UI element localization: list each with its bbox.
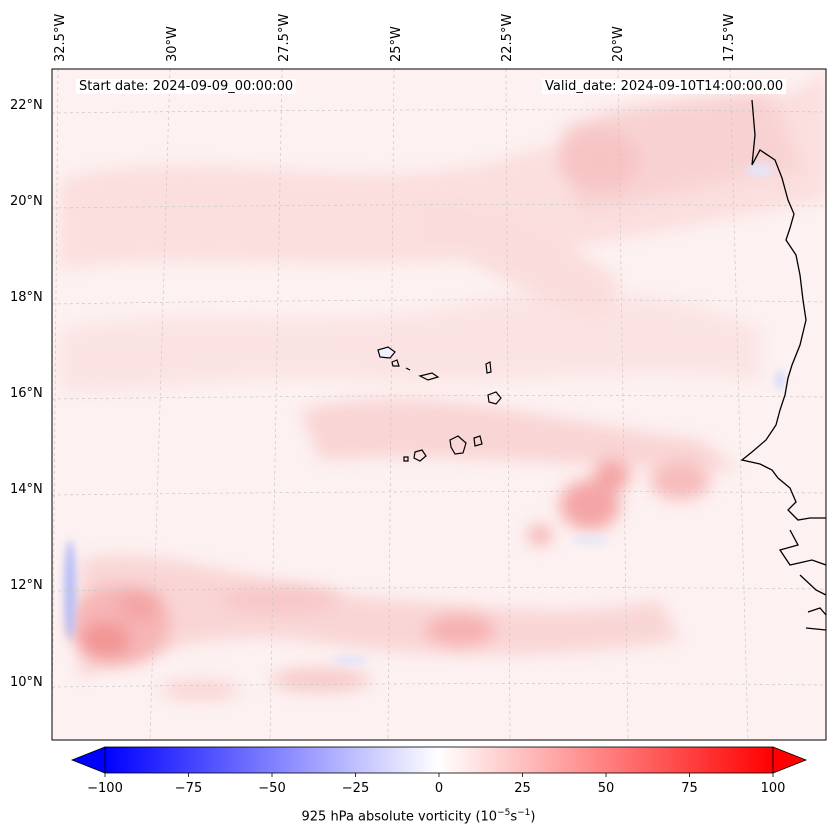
lat-label-18n: 18°N — [10, 290, 43, 305]
map-frame — [51, 68, 827, 741]
lat-label-14n: 14°N — [10, 482, 43, 497]
lat-label-10n: 10°N — [10, 675, 43, 690]
lon-label-30w: 30°W — [165, 26, 180, 62]
lat-label-12n: 12°N — [10, 578, 43, 593]
vorticity-field — [52, 69, 826, 740]
colorbar-label: 925 hPa absolute vorticity (10−5s−1) — [301, 808, 536, 825]
colorbar — [70, 746, 808, 777]
colorbar-tick: −100 — [87, 781, 123, 796]
lon-label-25w: 25°W — [389, 26, 404, 62]
colorbar-tick: 50 — [597, 781, 615, 796]
lon-label-17-5w: 17.5°W — [722, 13, 737, 62]
lon-label-27-5w: 27.5°W — [277, 13, 292, 62]
african-coastline — [740, 99, 826, 631]
colorbar-max-extension — [772, 746, 808, 774]
colorbar-tick: 100 — [760, 781, 786, 796]
lon-label-20w: 20°W — [611, 26, 626, 62]
colorbar-tick: −75 — [174, 781, 203, 796]
lat-label-16n: 16°N — [10, 386, 43, 401]
colorbar-tick: −50 — [258, 781, 286, 796]
lat-label-20n: 20°N — [10, 194, 43, 209]
colorbar-gradient — [104, 746, 774, 774]
cape-verde-islands — [377, 346, 502, 462]
start-date-label: Start date: 2024-09-09_00:00:00 — [76, 79, 297, 94]
colorbar-min-extension — [70, 746, 106, 774]
colorbar-tick: −25 — [341, 781, 370, 796]
valid-date-label: Valid_date: 2024-09-10T14:00:00.00 — [542, 79, 787, 94]
graticule — [52, 69, 826, 740]
lon-label-22-5w: 22.5°W — [500, 13, 515, 62]
lon-label-32-5w: 32.5°W — [53, 13, 68, 62]
colorbar-tick: 75 — [681, 781, 698, 796]
colorbar-tick: 25 — [514, 781, 531, 796]
lat-label-22n: 22°N — [10, 98, 43, 113]
colorbar-tick: 0 — [434, 781, 444, 796]
